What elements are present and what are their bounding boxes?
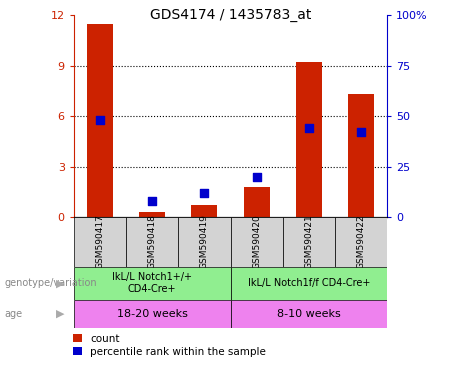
Text: genotype/variation: genotype/variation [5,278,97,288]
Bar [74,217,126,267]
Bar [230,217,283,267]
Text: 8-10 weeks: 8-10 weeks [277,309,341,319]
Point [96,117,104,123]
Point [305,125,313,131]
Bar [243,187,270,217]
Bar [178,217,230,267]
Text: 18-20 weeks: 18-20 weeks [117,309,188,319]
Bar [335,217,387,267]
Bar [191,205,218,217]
Point [148,198,156,204]
Bar [139,212,165,217]
Bar [74,300,230,328]
Text: age: age [5,309,23,319]
Text: ▶: ▶ [56,278,64,288]
Bar [348,94,374,217]
Text: GSM590420: GSM590420 [252,215,261,269]
Point [253,174,260,180]
Text: IkL/L Notch1f/f CD4-Cre+: IkL/L Notch1f/f CD4-Cre+ [248,278,370,288]
Text: ▶: ▶ [56,309,64,319]
Bar [74,267,230,300]
Text: GSM590422: GSM590422 [357,215,366,269]
Bar [87,24,113,217]
Bar [230,267,387,300]
Bar [283,217,335,267]
Bar [296,63,322,217]
Text: GSM590421: GSM590421 [304,215,313,269]
Text: GSM590418: GSM590418 [148,215,157,269]
Legend: count, percentile rank within the sample: count, percentile rank within the sample [73,334,266,357]
Bar [230,300,387,328]
Point [201,190,208,196]
Text: IkL/L Notch1+/+
CD4-Cre+: IkL/L Notch1+/+ CD4-Cre+ [112,272,192,294]
Text: GSM590417: GSM590417 [95,215,104,269]
Text: GSM590419: GSM590419 [200,215,209,269]
Bar [126,217,178,267]
Text: GDS4174 / 1435783_at: GDS4174 / 1435783_at [150,8,311,22]
Point [357,129,365,136]
